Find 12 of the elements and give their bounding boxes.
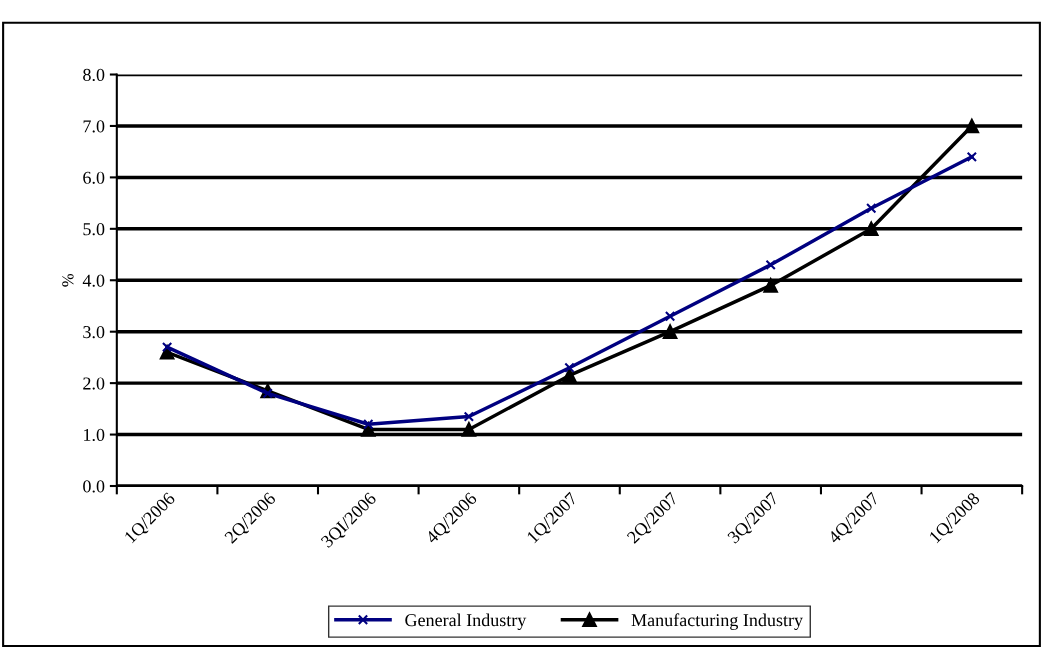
y-tick-label: 4.0: [82, 274, 105, 287]
y-tick-label: 8.0: [83, 68, 105, 82]
y-tick-label: 7.0: [83, 120, 105, 133]
legend-label: Manufacturing Industry: [631, 613, 803, 630]
legend-label: General Industry: [405, 613, 527, 630]
y-tick-label: 1.0: [84, 428, 105, 442]
y-tick-label: 0.0: [83, 480, 105, 493]
y-tick-label: 6.0: [83, 171, 105, 184]
y-tick-label: 5.0: [83, 223, 105, 236]
y-tick-label: 2.0: [83, 377, 105, 390]
y-axis-title: %: [62, 273, 74, 287]
y-tick-label: 3.0: [83, 325, 105, 339]
